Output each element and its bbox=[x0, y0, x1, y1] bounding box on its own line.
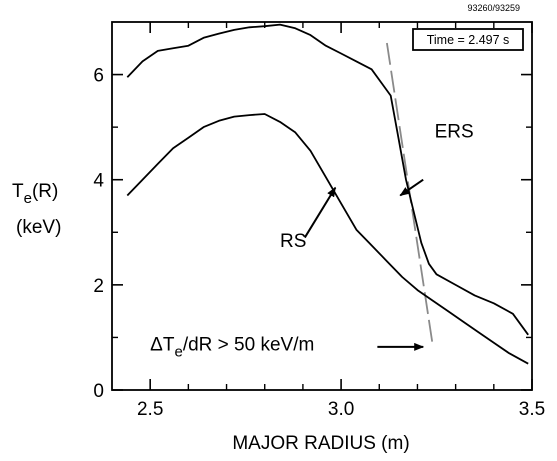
y-tick-label: 6 bbox=[93, 66, 104, 87]
y-tick-label: 0 bbox=[93, 381, 104, 402]
series-line-ers bbox=[126, 23, 529, 336]
plot-axes bbox=[111, 21, 533, 391]
plot-frame bbox=[111, 21, 533, 391]
time-box: Time = 2.497 s bbox=[412, 28, 524, 51]
annotation-label-gradient: ΔTe/dR > 50 keV/m bbox=[150, 335, 314, 361]
y-axis-unit: (keV) bbox=[16, 217, 61, 238]
series-line-rs bbox=[126, 113, 529, 365]
annotation-arrow-ers bbox=[399, 178, 424, 197]
y-axis-title-main: Te(R) bbox=[12, 181, 58, 207]
series-group bbox=[126, 23, 529, 365]
figure-id: 93260/93259 bbox=[467, 3, 520, 13]
x-axis-title: MAJOR RADIUS (m) bbox=[232, 433, 409, 454]
annotations-group: ERS RS ΔTe/dR > 50 keV/m bbox=[150, 122, 474, 361]
x-tick-label: 2.5 bbox=[137, 399, 163, 420]
y-tick-label: 4 bbox=[93, 171, 104, 192]
annotation-label-rs: RS bbox=[280, 231, 306, 252]
annotation-label-ers: ERS bbox=[435, 122, 474, 143]
tick-labels: 2.5 3.0 3.5 0 2 4 6 bbox=[93, 66, 545, 420]
time-label: Time = 2.497 s bbox=[427, 33, 510, 47]
time-box-frame bbox=[412, 28, 524, 51]
annotation-arrow-rs bbox=[303, 186, 337, 239]
tick-marks bbox=[112, 22, 533, 391]
x-tick-label: 3.0 bbox=[328, 399, 354, 420]
x-tick-label: 3.5 bbox=[519, 399, 545, 420]
y-tick-label: 2 bbox=[93, 276, 104, 297]
y-axis-title: Te(R) (keV) bbox=[12, 181, 61, 238]
